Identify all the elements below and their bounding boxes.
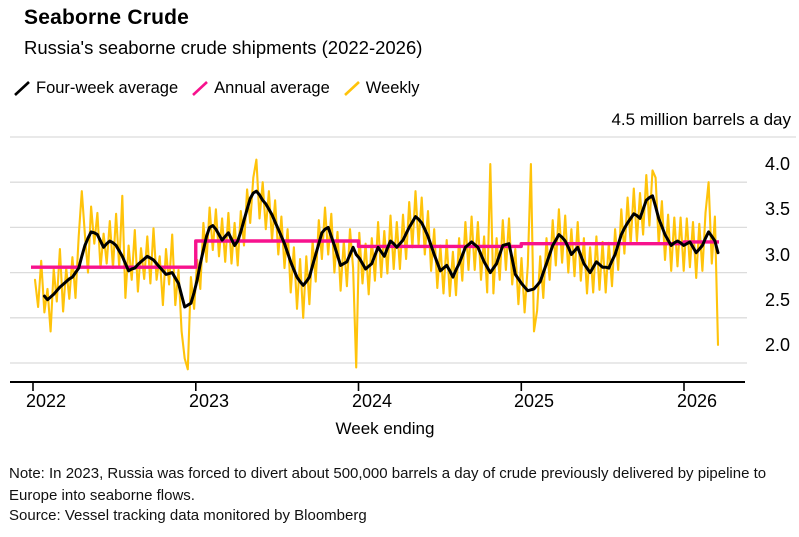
- slash-icon: [192, 81, 209, 96]
- slash-icon: [343, 81, 360, 96]
- x-tick-label: 2023: [188, 391, 230, 411]
- legend-item-four-week-average: Four-week average: [14, 79, 178, 98]
- y-tick-label: 3.5: [764, 199, 790, 219]
- x-tick-label: 2022: [25, 391, 67, 411]
- y-tick-label: 2.5: [764, 290, 790, 310]
- y-axis-unit-label: 4.5 million barrels a day: [611, 110, 791, 129]
- y-tick-label: 3.0: [764, 245, 790, 265]
- legend-label: Annual average: [214, 79, 330, 97]
- x-tick-label: 2024: [351, 391, 393, 411]
- footnote: Note: In 2023, Russia was forced to dive…: [9, 465, 767, 504]
- x-tick-label: 2025: [513, 391, 555, 411]
- legend-label: Four-week average: [36, 79, 179, 97]
- source-line: Source: Vessel tracking data monitored b…: [9, 507, 367, 524]
- annual-average-series-line: [31, 239, 719, 269]
- legend-label: Weekly: [365, 79, 420, 97]
- y-tick-label: 2.0: [764, 335, 790, 355]
- four-week-average-series-line: [42, 189, 720, 309]
- legend-item-weekly: Weekly: [343, 79, 420, 98]
- legend-item-annual-average: Annual average: [192, 79, 330, 98]
- chart-legend: Four-week average Annual average Weekly: [14, 79, 420, 98]
- page-title: Seaborne Crude: [24, 6, 190, 29]
- chart-subtitle: Russia's seaborne crude shipments (2022-…: [24, 37, 423, 58]
- y-tick-label: 4.0: [764, 154, 790, 174]
- x-tick-label: 2026: [676, 391, 718, 411]
- x-axis-title: Week ending: [335, 419, 435, 438]
- slash-icon: [14, 81, 30, 96]
